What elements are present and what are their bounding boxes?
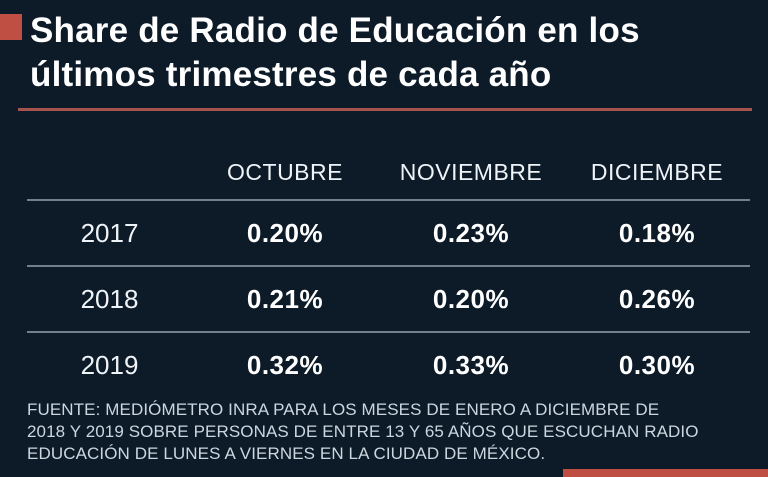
table-row-2018: 2018 0.21% 0.20% 0.26% xyxy=(27,267,750,333)
year-label: 2018 xyxy=(80,283,139,314)
value-cell: 0.30% xyxy=(618,349,696,380)
page-title: Share de Radio de Educación en los últim… xyxy=(30,9,640,97)
value-cell: 0.23% xyxy=(432,217,510,248)
year-label: 2019 xyxy=(80,349,139,380)
value-cell: 0.32% xyxy=(246,349,324,380)
value-cell: 0.21% xyxy=(246,283,324,314)
value-cell: 0.20% xyxy=(246,217,324,248)
title-line-1: Share de Radio de Educación en los xyxy=(30,11,640,50)
column-header-noviembre: NOVIEMBRE xyxy=(399,158,543,185)
column-header-diciembre: DICIEMBRE xyxy=(590,158,724,185)
column-header-octubre: OCTUBRE xyxy=(227,158,343,185)
title-accent-square xyxy=(0,14,22,40)
title-line-2: últimos trimestres de cada año xyxy=(30,55,552,94)
value-cell: 0.18% xyxy=(618,217,696,248)
value-cell: 0.20% xyxy=(432,283,510,314)
title-underline xyxy=(18,108,752,111)
source-line-2: 2018 Y 2019 SOBRE PERSONAS DE ENTRE 13 Y… xyxy=(27,422,699,441)
value-cell: 0.33% xyxy=(432,349,510,380)
share-table: OCTUBRE NOVIEMBRE DICIEMBRE 2017 0.20% 0… xyxy=(27,145,750,397)
bottom-accent-bar xyxy=(563,469,768,477)
source-line-3: EDUCACIÓN DE LUNES A VIERNES EN LA CIUDA… xyxy=(27,444,546,463)
source-line-1: FUENTE: MEDIÓMETRO INRA PARA LOS MESES D… xyxy=(27,400,660,419)
table-row-2017: 2017 0.20% 0.23% 0.18% xyxy=(27,201,750,267)
source-note: FUENTE: MEDIÓMETRO INRA PARA LOS MESES D… xyxy=(27,399,699,465)
year-label: 2017 xyxy=(80,217,139,248)
table-row-2019: 2019 0.32% 0.33% 0.30% xyxy=(27,333,750,397)
table-header-row: OCTUBRE NOVIEMBRE DICIEMBRE xyxy=(27,145,750,201)
value-cell: 0.26% xyxy=(618,283,696,314)
